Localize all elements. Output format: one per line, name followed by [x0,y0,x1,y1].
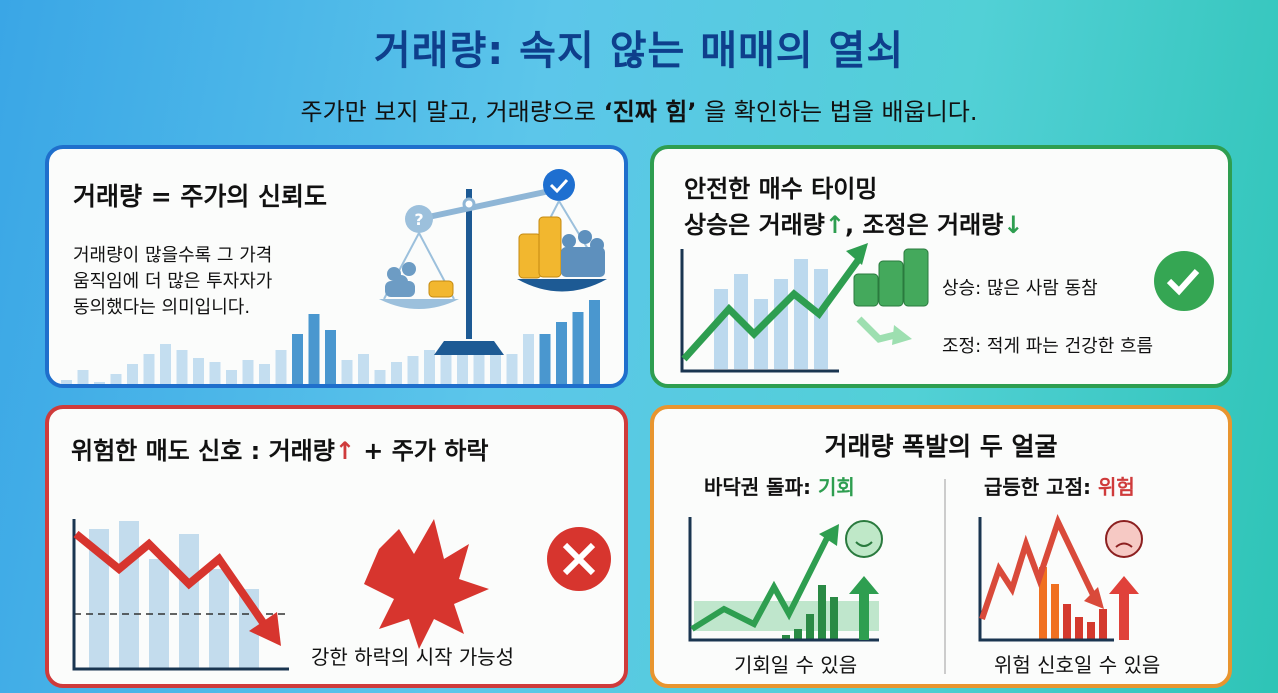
volume-bar [160,344,171,384]
page-title: 거래량: 속지 않는 매매의 열쇠 [373,28,905,74]
card1-title: 거래량 = 주가의 신뢰도 [73,182,328,211]
svg-text:?: ? [414,210,423,229]
rise-label: 상승: 많은 사람 동참 [942,278,1098,299]
balance-scale-icon: ? [379,169,607,355]
volume-bar [440,354,452,384]
volume-bar [490,354,501,384]
volume-bar [193,358,204,384]
label-text: 바닥권 돌파: [704,475,818,499]
subtitle-part: 상승은 거래량 [684,211,825,239]
body-line: 움직임에 더 많은 투자자가 [73,271,273,292]
volume-bar [391,362,402,384]
card-danger-sell-signal: 위험한 매도 신호 : 거래량↑ + 주가 하락 강한 하락의 시작 가능성 [45,405,628,688]
page-subtitle: 주가만 보지 말고, 거래량으로 ‘진짜 힘’ 을 확인하는 법을 배웁니다. [0,92,1278,127]
volume-bar [226,370,237,384]
body-line: 거래량이 많을수록 그 가격 [73,245,273,266]
arrow-up-icon: ↑ [334,437,355,465]
question-icon [405,205,433,233]
title-part: + 주가 하락 [354,437,489,465]
volume-bars-decoration [61,300,600,384]
smile-icon [845,520,883,558]
volume-bar [572,312,584,384]
card-volume-explosion: 거래량 폭발의 두 얼굴 바닥권 돌파: 기회 급등한 고점: 위험 기회일 수… [650,405,1232,688]
volume-bar [424,350,435,384]
volume-bar [259,364,270,384]
volume-bar [176,350,188,384]
volume-bar [506,354,518,384]
left-caption: 기회일 수 있음 [734,653,858,677]
volume-bar [143,354,155,384]
card3-caption: 강한 하락의 시작 가능성 [311,645,515,669]
falling-chart-icon [72,519,611,671]
right-caption: 위험 신호일 수 있음 [994,653,1161,677]
volume-bar [110,374,122,384]
two-faces-charts [688,479,1143,674]
subtitle-part: , 조정은 거래량 [844,211,1004,239]
card-volume-reliability: 거래량 = 주가의 신뢰도 거래량이 많을수록 그 가격 움직임에 더 많은 투… [45,145,628,388]
card3-title: 위험한 매도 신호 : 거래량↑ + 주가 하락 [71,431,488,466]
volume-bar [292,334,303,384]
check-icon [543,169,575,201]
volume-bar [407,356,419,384]
card2-title: 안전한 매수 타이밍 [684,175,878,203]
volume-bar [242,360,254,384]
volume-bar [523,334,534,384]
subtitle-text-end: 을 확인하는 법을 배웁니다. [696,98,978,126]
coins-icon [853,248,929,307]
volume-bar [325,330,336,384]
volume-bar [77,370,89,384]
volume-bar [209,362,221,384]
volume-bar [61,380,72,384]
right-label: 급등한 고점: 위험 [984,471,1135,500]
volume-bar [374,370,386,384]
coins-icon [428,280,454,298]
crash-burst-icon [364,519,489,649]
correction-label: 조정: 적게 파는 건강한 흐름 [942,336,1154,357]
volume-bar [457,354,468,384]
arrow-down-icon: ↓ [1003,211,1024,239]
volume-bar [539,334,551,384]
card2-subtitle: 상승은 거래량↑, 조정은 거래량↓ [684,205,1023,240]
card4-title: 거래량 폭발의 두 얼굴 [824,432,1058,461]
breakout-chart-icon [688,517,883,642]
volume-bar [358,354,369,384]
peak-chart-icon [978,514,1143,642]
label-accent: 기회 [817,475,855,499]
subtitle-emphasis: ‘진짜 힘’ [603,98,697,126]
volume-bar [308,314,320,384]
volume-bar [589,300,600,384]
volume-bar [473,354,485,384]
volume-bar [275,350,287,384]
body-line: 동의했다는 의미입니다. [73,297,251,318]
people-icon [385,262,416,297]
subtitle-text: 주가만 보지 말고, 거래량으로 [300,98,604,126]
left-label: 바닥권 돌파: 기회 [704,471,855,500]
arrow-down-icon [856,316,900,343]
volume-bar [341,360,353,384]
volume-bar [127,364,138,384]
frown-icon [1105,520,1143,558]
arrow-up-icon: ↑ [824,211,845,239]
volume-bar [94,382,105,384]
card1-body: 거래량이 많을수록 그 가격 움직임에 더 많은 투자자가 동의했다는 의미입니… [73,243,272,321]
rising-chart-icon [680,243,1214,373]
label-text: 급등한 고점: [984,475,1098,499]
volume-bar [556,322,567,384]
title-part: 위험한 매도 신호 : 거래량 [71,437,335,465]
label-accent: 위험 [1097,475,1135,499]
card-safe-buy-timing: 안전한 매수 타이밍 상승은 거래량↑, 조정은 거래량↓ 상승: 많은 사람 … [650,145,1232,388]
